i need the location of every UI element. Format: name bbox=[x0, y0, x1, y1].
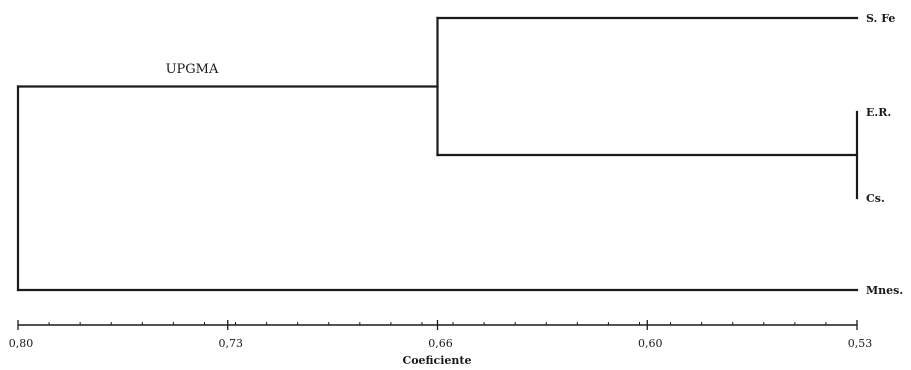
x-axis-tick-label: 0,53 bbox=[848, 337, 873, 350]
leaf-label-mnes: Mnes. bbox=[866, 284, 903, 297]
leaf-label-spe: S. Fe bbox=[866, 12, 895, 25]
x-axis: 0,80 0,73 0,66 0,60 0,53 Coeficiente bbox=[9, 320, 873, 367]
x-axis-tick-label: 0,80 bbox=[9, 337, 34, 350]
leaf-labels: S. Fe E.R. Cs. Mnes. bbox=[866, 12, 903, 297]
x-axis-tick-label: 0,73 bbox=[219, 337, 244, 350]
leaf-label-er: E.R. bbox=[866, 106, 891, 119]
leaf-label-cs: Cs. bbox=[866, 192, 885, 205]
x-axis-major-ticks bbox=[17, 320, 858, 330]
method-label: UPGMA bbox=[166, 62, 219, 77]
x-axis-title: Coeficiente bbox=[402, 354, 471, 367]
x-axis-minor-ticks bbox=[17, 322, 858, 325]
dendrogram-branches bbox=[16, 16, 859, 292]
x-axis-tick-label: 0,66 bbox=[428, 337, 453, 350]
x-axis-tick-labels: 0,80 0,73 0,66 0,60 0,53 bbox=[9, 337, 873, 350]
x-axis-tick-label: 0,60 bbox=[638, 337, 663, 350]
